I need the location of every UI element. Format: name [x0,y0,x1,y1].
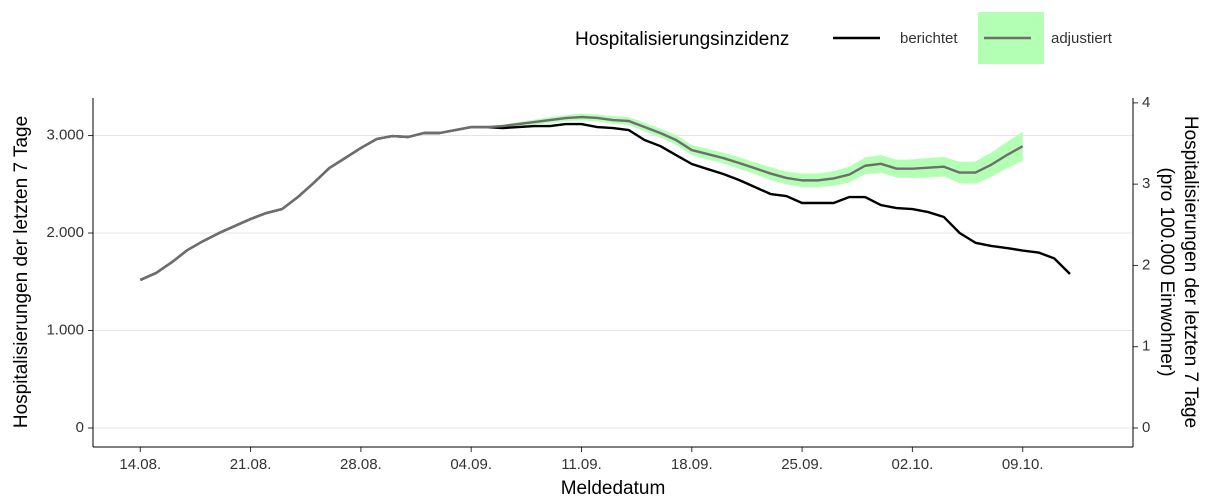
line [139,115,1024,282]
x-tick-label: 28.08. [340,456,382,473]
y2-axis-title: (pro 100.000 Einwohner) [1156,167,1177,376]
y2-tick-label: 2 [1142,256,1150,273]
x-tick-label: 21.08. [230,456,272,473]
y2-tick-label: 3 [1142,175,1150,192]
x-tick-label: 14.08. [119,456,161,473]
y2-axis-title: Hospitalisierungen der letzten 7 Tage [1180,116,1201,428]
x-tick-label: 02.10. [892,456,934,473]
line [139,122,1071,282]
x-tick-label: 18.09. [671,456,713,473]
y-tick-label: 3.000 [46,127,84,144]
x-tick-label: 04.09. [450,456,492,473]
y2-tick-label: 1 [1142,338,1150,355]
x-tick-label: 25.09. [781,456,823,473]
x-tick-label: 11.09. [561,456,602,473]
y-tick-label: 2.000 [46,224,84,241]
confidence-band [486,113,1023,188]
y2-tick-label: 4 [1142,94,1150,111]
y-tick-label: 0 [76,419,84,436]
legend-label: berichtet [900,30,958,47]
y-tick-label: 1.000 [46,321,84,338]
legend-title: Hospitalisierungsinzidenz [575,29,789,50]
y-axis-title: Hospitalisierungen der letzten 7 Tage [11,116,32,428]
y2-tick-label: 0 [1142,419,1150,436]
x-axis-title: Meldedatum [561,478,666,499]
legend-label: adjustiert [1051,30,1113,47]
x-tick-label: 09.10. [1002,456,1044,473]
